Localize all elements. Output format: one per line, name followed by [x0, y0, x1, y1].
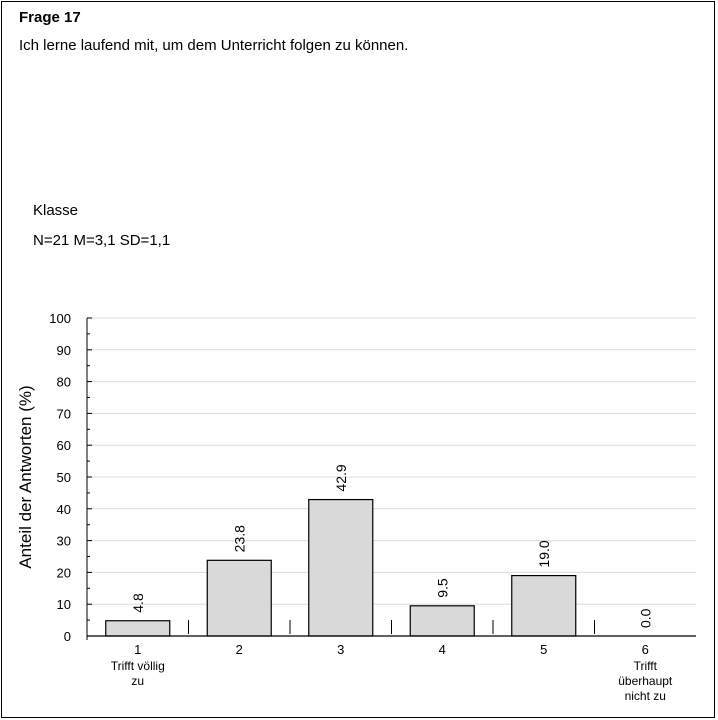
y-tick-label: 80: [57, 375, 71, 390]
value-label: 0.0: [637, 608, 653, 628]
bar-5: [511, 574, 577, 637]
stats-summary: N=21 M=3,1 SD=1,1: [33, 232, 171, 249]
bar-3: [308, 498, 374, 637]
y-tick-label: 40: [57, 502, 71, 517]
x-tick-label: 3: [337, 642, 344, 657]
bar-2: [206, 559, 272, 637]
x-tick-label: 2: [236, 642, 243, 657]
y-tick-label: 50: [57, 470, 71, 485]
y-tick-label: 60: [57, 438, 71, 453]
value-label: 23.8: [231, 525, 247, 552]
x-tick-label: 4: [439, 642, 446, 657]
x-tick-label: 6: [642, 642, 649, 657]
x-tick-label: 5: [540, 642, 547, 657]
y-tick-label: 0: [64, 629, 71, 644]
value-label: 19.0: [536, 540, 552, 567]
y-tick-label: 70: [57, 406, 71, 421]
y-tick-label: 100: [49, 311, 71, 326]
value-label: 9.5: [434, 578, 450, 598]
y-axis-label: Anteil der Antworten (%): [16, 385, 35, 568]
bar-4: [409, 605, 475, 637]
x-tick-label: 1: [134, 642, 141, 657]
x-category-sublabel: nicht zu: [625, 689, 666, 703]
y-tick-label: 10: [57, 597, 71, 612]
x-category-sublabel: Trifft: [634, 659, 658, 673]
bar-1: [105, 620, 171, 637]
x-category-sublabel: zu: [131, 674, 144, 688]
x-category-sublabel: Trifft völlig: [111, 659, 165, 673]
y-tick-label: 90: [57, 343, 71, 358]
group-label: Klasse: [33, 202, 79, 219]
value-label: 42.9: [333, 464, 349, 491]
question-title: Frage 17: [19, 9, 81, 26]
value-label: 4.8: [130, 593, 146, 613]
y-tick-label: 20: [57, 565, 71, 580]
y-tick-label: 30: [57, 534, 71, 549]
x-category-sublabel: überhaupt: [618, 674, 673, 688]
question-text: Ich lerne laufend mit, um dem Unterricht…: [19, 37, 409, 54]
